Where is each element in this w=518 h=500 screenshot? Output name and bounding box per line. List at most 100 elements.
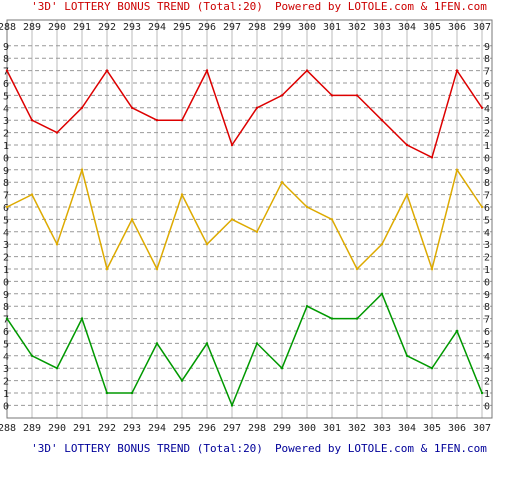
- chart-title: '3D' LOTTERY BONUS TREND (Total:20): [31, 0, 263, 13]
- y-tick-label-right: 5: [484, 339, 490, 350]
- data-point: [305, 305, 309, 308]
- data-point: [280, 181, 284, 184]
- y-tick-label-right: 9: [484, 42, 490, 53]
- y-tick-label-right: 7: [484, 315, 490, 326]
- x-tick-label-top: 295: [173, 22, 191, 33]
- y-tick-label-left: 0: [3, 153, 9, 164]
- data-point: [80, 106, 84, 110]
- x-tick-label-top: 296: [198, 22, 216, 33]
- x-tick-label-bottom: 305: [423, 423, 441, 434]
- chart-title: '3D' LOTTERY BONUS TREND (Total:20): [31, 442, 263, 455]
- data-point: [5, 69, 9, 72]
- y-tick-label-right: 3: [484, 364, 490, 375]
- y-tick-label-left: 6: [3, 327, 9, 338]
- y-tick-label-right: 3: [484, 240, 490, 251]
- data-point: [405, 354, 409, 357]
- data-point: [130, 106, 134, 110]
- series-layer: [5, 68, 484, 408]
- data-point: [105, 391, 109, 395]
- data-point: [305, 69, 309, 72]
- data-point: [355, 267, 359, 271]
- data-point: [30, 193, 34, 196]
- y-tick-label-right: 4: [484, 352, 490, 363]
- y-tick-label-left: 9: [3, 290, 9, 301]
- x-tick-label-bottom: 291: [73, 423, 91, 434]
- y-tick-label-right: 9: [484, 166, 490, 177]
- x-tick-label-top: 293: [123, 22, 141, 33]
- y-tick-label-right: 1: [484, 265, 490, 276]
- y-tick-label-left: 7: [3, 191, 9, 202]
- y-tick-label-left: 4: [3, 104, 9, 115]
- data-point: [380, 243, 384, 246]
- powered-by-text: Powered by LOTOLE.com & 1FEN.com: [275, 0, 487, 13]
- x-tick-label-top: 298: [248, 22, 266, 33]
- y-tick-label-right: 1: [484, 389, 490, 400]
- x-tick-label-bottom: 296: [198, 423, 216, 434]
- y-tick-label-right: 0: [484, 277, 490, 288]
- data-point: [280, 94, 284, 97]
- data-point: [455, 329, 459, 333]
- data-point: [130, 218, 134, 221]
- data-point: [180, 193, 184, 196]
- y-tick-label-right: 8: [484, 54, 490, 65]
- y-tick-label-left: 7: [3, 315, 9, 326]
- y-tick-label-left: 5: [3, 91, 9, 102]
- data-point: [330, 94, 334, 97]
- y-tick-label-right: 6: [484, 327, 490, 338]
- x-tick-label-top: 300: [298, 22, 316, 33]
- data-point: [405, 143, 409, 147]
- data-point: [80, 317, 84, 320]
- data-point: [255, 106, 259, 110]
- data-point: [55, 131, 59, 134]
- y-tick-label-right: 5: [484, 215, 490, 226]
- data-point: [380, 292, 384, 295]
- data-point: [480, 391, 484, 395]
- data-point: [455, 168, 459, 171]
- y-tick-label-left: 7: [3, 67, 9, 78]
- y-tick-label-right: 2: [484, 377, 490, 388]
- data-point: [155, 267, 159, 271]
- x-tick-label-top: 303: [373, 22, 391, 33]
- y-tick-label-left: 3: [3, 364, 9, 375]
- data-point: [105, 267, 109, 271]
- y-tick-label-right: 2: [484, 253, 490, 264]
- y-tick-label-left: 3: [3, 240, 9, 251]
- data-point: [230, 143, 234, 147]
- data-point: [480, 205, 484, 209]
- y-tick-label-left: 4: [3, 228, 9, 239]
- y-tick-label-left: 9: [3, 42, 9, 53]
- data-point: [480, 106, 484, 110]
- data-point: [430, 267, 434, 271]
- y-tick-label-right: 1: [484, 141, 490, 152]
- y-tick-label-left: 4: [3, 352, 9, 363]
- data-point: [255, 230, 259, 233]
- y-tick-label-left: 8: [3, 54, 9, 65]
- y-tick-label-right: 4: [484, 104, 490, 115]
- data-point: [380, 119, 384, 122]
- data-point: [330, 218, 334, 221]
- x-tick-label-top: 307: [473, 22, 491, 33]
- x-tick-label-bottom: 293: [123, 423, 141, 434]
- chart-title-top: '3D' LOTTERY BONUS TREND (Total:20) Power…: [31, 0, 487, 13]
- x-tick-label-top: 302: [348, 22, 366, 33]
- data-point: [355, 317, 359, 320]
- data-point: [130, 391, 134, 395]
- y-tick-label-right: 5: [484, 91, 490, 102]
- y-tick-label-left: 3: [3, 116, 9, 127]
- tick-layer: 2882882892892902902912912922922932932942…: [0, 22, 491, 434]
- series-line: [6, 68, 483, 159]
- y-tick-label-left: 1: [3, 141, 9, 152]
- y-tick-label-left: 8: [3, 178, 9, 189]
- x-tick-label-top: 304: [398, 22, 416, 33]
- data-point: [5, 205, 9, 209]
- series-line: [6, 292, 483, 408]
- x-tick-label-bottom: 301: [323, 423, 341, 434]
- data-point: [305, 205, 309, 209]
- x-tick-label-top: 289: [23, 22, 41, 33]
- y-tick-label-left: 0: [3, 277, 9, 288]
- data-point: [230, 218, 234, 221]
- x-tick-label-top: 306: [448, 22, 466, 33]
- x-tick-label-bottom: 289: [23, 423, 41, 434]
- y-tick-label-right: 2: [484, 129, 490, 140]
- data-point: [430, 367, 434, 370]
